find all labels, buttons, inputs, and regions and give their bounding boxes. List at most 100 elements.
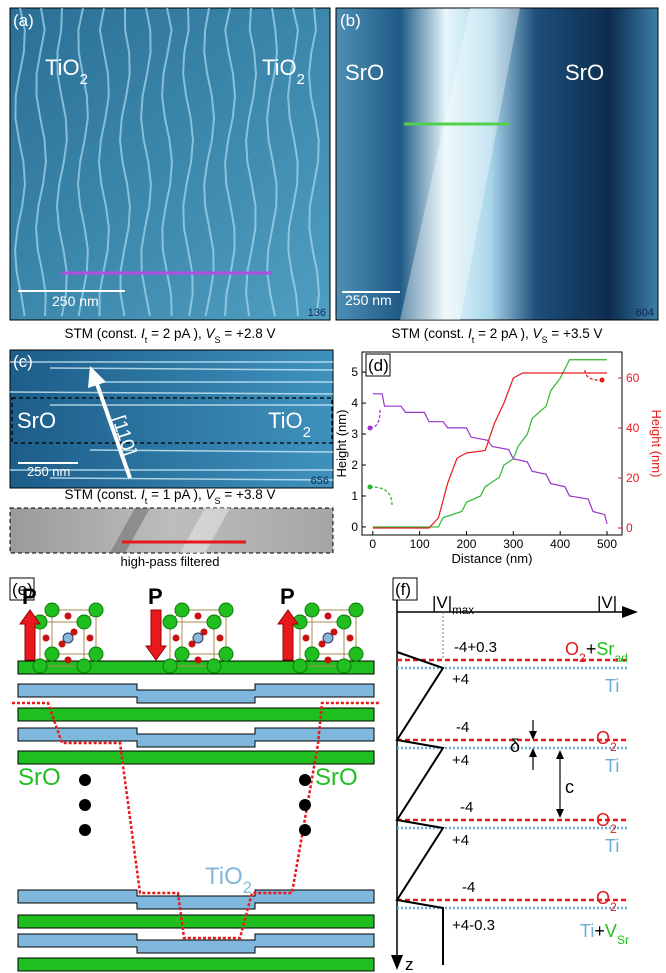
x-tick-label: 0 [369,537,376,551]
o-atom [195,657,202,664]
sr-atom [77,615,91,629]
y2-axis-label: Height (nm) [649,410,664,478]
sr-atom [207,659,221,673]
o-atom [65,613,72,620]
panel-label: (a) [13,11,34,30]
symbol: c [565,777,574,797]
charge: -4 [460,799,473,816]
text-part: 2 [297,71,305,88]
x-tick-label: 500 [597,537,617,551]
text-part: + [594,921,605,941]
scale-label: 250 nm [27,464,70,479]
ellipsis-dot [79,824,91,836]
sr-atom [77,659,91,673]
o-atom [87,635,94,642]
text-part: |V| [432,593,452,612]
charge: +4 [452,671,469,688]
text-part: STM (const. [65,487,142,502]
sro-layer [18,958,374,971]
o-atom [217,635,224,642]
sr-atom [89,603,103,617]
image-id: 136 [308,307,326,319]
y-tick-label: 1 [351,489,358,503]
y-tick-label: 3 [351,427,358,441]
o-atom [347,635,354,642]
text-part: Ti [605,676,619,696]
charge: -4+0.3 [454,639,497,656]
x-axis-label: Distance (nm) [452,551,533,566]
text-part: ad [614,651,628,665]
sr-atom [349,603,363,617]
sr-atom [175,603,189,617]
text-part: 2 [243,879,252,897]
text-part: = 2 pA ), [147,326,205,341]
arrow-head [529,748,537,757]
text-part: Ti [580,921,594,941]
sr-atom [305,647,319,661]
inset-image [10,508,333,553]
sr-atom [293,659,307,673]
figure: 01002003004005000123450204060(d)Distance… [0,0,666,973]
text-part: = +3.8 V [221,487,276,502]
o-atom [195,613,202,620]
text-part: 2 [610,822,617,836]
panel-label: (f) [395,580,411,599]
x-tick-label: 400 [550,537,570,551]
axis-label: |V| [597,593,617,612]
axis-label: |V|max [432,593,474,617]
charge: +4 [452,832,469,849]
ti-atom [323,633,333,643]
text-part: STM (const. [65,326,142,341]
arrow-head [368,426,373,431]
sr-atom [163,659,177,673]
image-id: 604 [636,307,654,319]
panel-label: (c) [13,352,33,371]
polarization-label: P [22,584,37,609]
text-part: TiO [262,55,297,80]
x-tick-label: 100 [410,537,430,551]
charge: +4 [452,752,469,769]
sr-atom [89,647,103,661]
text-part: Ti [605,836,619,856]
ellipsis-dot [299,774,311,786]
caption: STM (const. It = 2 pA ), VS = +3.5 V [392,326,603,345]
sr-atom [349,647,363,661]
sro-layer [18,751,374,764]
layer-label: Ti [605,756,619,776]
text-part: STM (const. [392,326,469,341]
arrow-head [391,955,403,970]
symbol: δ [510,736,520,756]
sr-atom [45,647,59,661]
text-part: 2 [610,740,617,754]
text-part: O [565,639,579,659]
text-part: max [452,605,474,617]
sr-atom [175,647,189,661]
charge: +4-0.3 [452,917,495,934]
o-atom [43,635,50,642]
text-part: O [596,728,610,748]
delta-arrows [533,720,560,816]
text-part: Sr [596,639,614,659]
y-tick-label: 0 [351,520,358,534]
layer-label: SrO [17,408,56,433]
sro-layer [18,661,374,674]
arrow-head [556,809,564,818]
polarization-label: P [148,584,163,609]
sr-atom [219,647,233,661]
arrow-head [529,731,537,740]
ellipsis-dot [79,799,91,811]
text-part: 2 [80,71,88,88]
tio2-layer [18,684,374,703]
text-part: O [596,810,610,830]
polarization-label: P [280,584,295,609]
charge: -4 [462,879,475,896]
sro-layer [18,915,374,928]
image-id: 656 [311,475,329,487]
arrow-head [600,378,605,383]
scale-label: 250 nm [52,293,99,309]
tio2-layer [18,890,374,909]
text-part: V [605,921,617,941]
sr-atom [337,615,351,629]
layer-label: SrO [18,764,61,791]
x-tick-label: 200 [456,537,476,551]
